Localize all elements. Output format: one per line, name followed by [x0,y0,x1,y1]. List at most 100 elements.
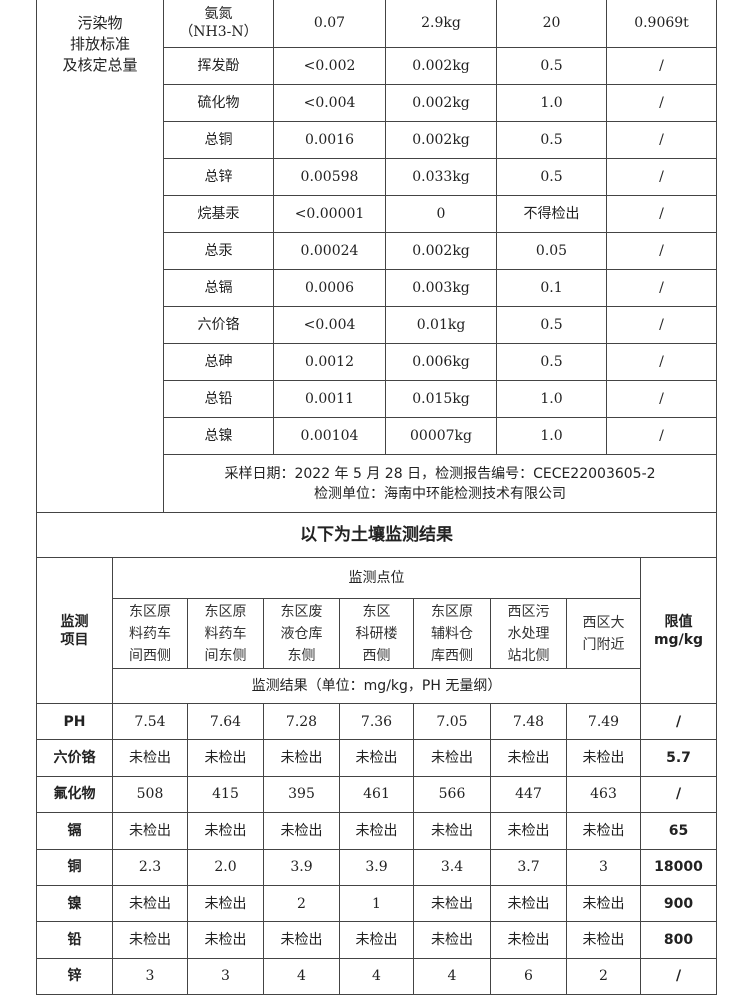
table-cell: 0.00024 [273,232,386,270]
table-cell: 0.0012 [273,343,386,381]
table-cell: 0.002kg [385,121,497,159]
table-cell: 未检出 [566,812,641,850]
table-cell: / [606,47,717,85]
table-cell: 0.5 [496,343,607,381]
pollutant-name: 总镉 [163,269,274,307]
site-header: 东区原 辅料仓 库西侧 [413,598,491,669]
item-name: 六价铬 [36,739,113,777]
table-cell: <0.00001 [273,195,386,233]
sampling-info: 采样日期：2022 年 5 月 28 日，检测报告编号：CECE22003605… [163,454,717,513]
table-cell: / [606,380,717,418]
pollutant-name: 总铅 [163,380,274,418]
table-cell: 2 [263,884,340,923]
table-cell: 未检出 [490,921,567,959]
table-cell: 508 [112,775,188,814]
table-cell: 4 [413,957,491,995]
limit-value: 800 [639,921,718,959]
table-cell: 395 [263,775,340,814]
table-cell: 7.36 [339,702,414,741]
table-cell: / [606,343,717,381]
table-cell: 0.1 [496,269,607,307]
table-cell: 未检出 [490,812,567,850]
table-row: 总锌 0.00598 0.033kg 0.5/ [37,158,717,196]
table-cell: 7.05 [413,702,491,741]
table-row: 铜 2.3 2.0 3.9 3.9 3.4 3.7 3 18000 [36,848,718,886]
table-cell: 461 [339,775,414,814]
table-cell: 0.033kg [385,158,497,196]
table-cell: 0.01kg [385,306,497,344]
limit-value: 18000 [639,848,718,886]
table-cell: 0.5 [496,47,607,85]
table-cell: 415 [187,775,264,814]
table-cell: 4 [263,957,340,995]
table-cell: / [606,306,717,344]
table-cell: <0.004 [273,306,386,344]
table-cell: 未检出 [112,812,188,850]
table-cell: 0.0011 [273,380,386,418]
table-cell: 未检出 [112,739,188,777]
table-cell: 未检出 [339,921,414,959]
table-row: 硫化物 <0.004 0.002kg 1.0/ [37,84,717,122]
pollutant-name: 总汞 [163,232,274,270]
item-name: 镉 [36,812,113,850]
table-cell: <0.004 [273,84,386,122]
pollutant-name: 硫化物 [163,84,274,122]
table-row: 六价铬 未检出 未检出 未检出 未检出 未检出 未检出 未检出 5.7 [36,739,718,777]
item-name: PH [36,702,113,741]
table-cell: 0 [385,195,497,233]
table-cell: 未检出 [413,812,491,850]
pollutant-name: 烷基汞 [163,195,274,233]
table-cell: 0.002kg [385,84,497,122]
item-name: 铅 [36,921,113,959]
table-cell: 未检出 [413,921,491,959]
table-cell: 0.00104 [273,417,386,455]
table-cell: 未检出 [187,812,264,850]
table-cell: 未检出 [263,739,340,777]
table-cell: 7.28 [263,702,340,741]
site-header: 东区废 液仓库 东侧 [263,598,340,669]
item-name: 锌 [36,957,113,995]
table-row: 总汞 0.00024 0.002kg 0.05/ [37,232,717,270]
table-cell: 未检出 [339,812,414,850]
site-header: 东区原 料药车 间西侧 [112,598,188,669]
table-cell: 7.54 [112,702,188,741]
table-cell: 0.5 [496,306,607,344]
table-row: 挥发酚 <0.002 0.002kg 0.5/ [37,47,717,85]
table-row: 烷基汞 <0.00001 0 不得检出 / [37,195,717,233]
table-cell: 4 [339,957,414,995]
table-cell: / [606,121,717,159]
table-cell: 未检出 [112,884,188,923]
table-cell: 7.48 [490,702,567,741]
table-cell: 566 [413,775,491,814]
item-name: 铜 [36,848,113,886]
table-cell: <0.002 [273,47,386,85]
table-cell: 0.5 [496,121,607,159]
table-cell: 未检出 [187,884,264,923]
table-cell: 3.9 [339,848,414,886]
table-cell: 0.9069t [606,0,717,48]
table-cell: 3 [566,848,641,886]
testing-unit: 检测单位：海南中环能检测技术有限公司 [314,485,566,502]
table-row: 污染物 排放标准 及核定总量 氨氮 （NH3-N） 0.07 2.9kg 20 0.906… [36,0,717,513]
table-row: 锌 3 3 4 4 4 6 2/ [36,957,718,995]
table-cell: 未检出 [263,921,340,959]
site-header: 西区大 门附近 [566,598,641,669]
table-cell: 3 [112,957,188,995]
sampling-date-report: 采样日期：2022 年 5 月 28 日，检测报告编号：CECE22003605… [224,465,656,482]
table-cell: 463 [566,775,641,814]
limit-value: 5.7 [639,739,718,777]
table-cell: 0.07 [273,0,386,48]
pollutant-name: 总铜 [163,121,274,159]
item-name: 镍 [36,884,113,923]
section-label: 污染物 排放标准 及核定总量 [36,0,164,513]
table-cell: 3.7 [490,848,567,886]
table-cell: 0.015kg [385,380,497,418]
table-cell: 未检出 [490,884,567,923]
limit-value: / [639,957,718,995]
site-header: 东区原 料药车 间东侧 [187,598,264,669]
pollutant-name: 总砷 [163,343,274,381]
result-unit-header: 监测结果（单位：mg/kg，PH 无量纲） [112,668,641,704]
limit-header: 限值 mg/kg [639,557,718,704]
table-cell: 0.0016 [273,121,386,159]
table-cell: 未检出 [339,739,414,777]
